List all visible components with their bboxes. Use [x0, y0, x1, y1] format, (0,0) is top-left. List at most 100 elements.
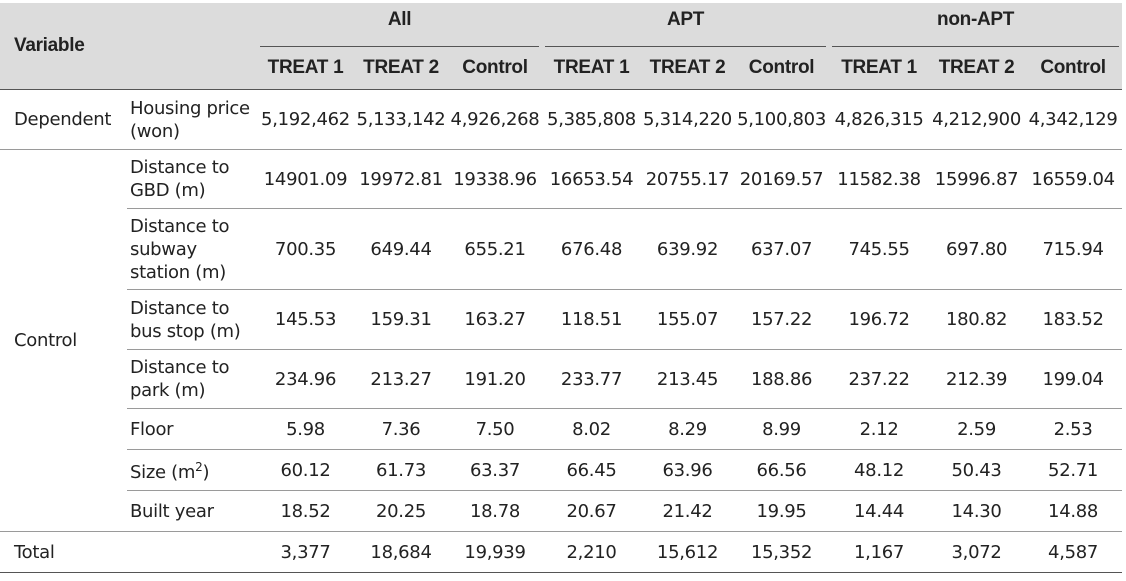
- category-dependent: Dependent: [0, 89, 127, 150]
- cell-value: 196.72: [829, 289, 930, 350]
- cell-value: 14.30: [929, 490, 1025, 532]
- table-row-built-year: Built year 18.52 20.25 18.78 20.67 21.42…: [0, 490, 1123, 532]
- cell-value: 66.45: [542, 449, 642, 491]
- cell-value: 237.22: [829, 349, 930, 409]
- cell-value: 700.35: [257, 208, 355, 290]
- cell-value: 8.29: [641, 408, 735, 450]
- cell-value: 19.95: [734, 490, 830, 532]
- cell-value: 61.73: [354, 449, 449, 491]
- subcol-header: TREAT 2: [354, 47, 449, 90]
- cell-value: 4,826,315: [829, 89, 930, 150]
- cell-value: 14.88: [1024, 490, 1123, 532]
- cell-value: 118.51: [542, 289, 642, 350]
- variable-name-distance-bus: Distance to bus stop (m): [127, 289, 258, 350]
- cell-value: 655.21: [448, 208, 543, 290]
- cell-value: 180.82: [929, 289, 1025, 350]
- table-row-housing-price: Dependent Housing price (won) 5,192,462 5…: [0, 89, 1123, 150]
- subcol-header: Control: [1024, 47, 1123, 90]
- subcol-header: TREAT 1: [829, 47, 930, 90]
- cell-value: 183.52: [1024, 289, 1123, 350]
- group-header-all: All: [257, 3, 543, 47]
- cell-value: 212.39: [929, 349, 1025, 409]
- cell-value: 18.78: [448, 490, 543, 532]
- cell-value: 637.07: [734, 208, 830, 290]
- cell-value: 21.42: [641, 490, 735, 532]
- group-header-apt: APT: [542, 3, 830, 47]
- cell-value: 8.02: [542, 408, 642, 450]
- subcol-header: TREAT 1: [257, 47, 355, 90]
- cell-value: 5,133,142: [354, 89, 449, 150]
- cell-value: 233.77: [542, 349, 642, 409]
- cell-value: 2.53: [1024, 408, 1123, 450]
- table-row-floor: Floor 5.98 7.36 7.50 8.02 8.29 8.99 2.12…: [0, 408, 1123, 450]
- cell-value: 14901.09: [257, 149, 355, 209]
- cell-value: 11582.38: [829, 149, 930, 209]
- variable-name-built-year: Built year: [127, 490, 258, 532]
- cell-value: 5,314,220: [641, 89, 735, 150]
- cell-value: 5,100,803: [734, 89, 830, 150]
- cell-value: 16559.04: [1024, 149, 1123, 209]
- variable-name-distance-park: Distance to park (m): [127, 349, 258, 409]
- subcol-header: Control: [734, 47, 830, 90]
- cell-value: 639.92: [641, 208, 735, 290]
- cell-value: 5.98: [257, 408, 355, 450]
- cell-value: 66.56: [734, 449, 830, 491]
- cell-value: 676.48: [542, 208, 642, 290]
- header-row-groups: Variable All APT non-APT: [0, 3, 1123, 90]
- cell-value: 20169.57: [734, 149, 830, 209]
- cell-value: 63.96: [641, 449, 735, 491]
- cell-value: 1,167: [829, 531, 930, 573]
- table-row-total: Total 3,377 18,684 19,939 2,210 15,612 1…: [0, 531, 1123, 573]
- cell-value: 199.04: [1024, 349, 1123, 409]
- cell-value: 649.44: [354, 208, 449, 290]
- variable-name-housing-price: Housing price (won): [127, 89, 258, 150]
- cell-value: 50.43: [929, 449, 1025, 491]
- cell-value: 155.07: [641, 289, 735, 350]
- cell-value: 60.12: [257, 449, 355, 491]
- cell-value: 3,072: [929, 531, 1025, 573]
- cell-value: 157.22: [734, 289, 830, 350]
- subcol-header: TREAT 2: [641, 47, 735, 90]
- cell-value: 18.52: [257, 490, 355, 532]
- cell-value: 3,377: [257, 531, 355, 573]
- statistics-table: Variable All APT non-APT TREAT 1 TREAT 2…: [0, 3, 1123, 573]
- cell-value: 18,684: [354, 531, 449, 573]
- cell-value: 15996.87: [929, 149, 1025, 209]
- cell-value: 163.27: [448, 289, 543, 350]
- cell-value: 697.80: [929, 208, 1025, 290]
- cell-value: 7.36: [354, 408, 449, 450]
- cell-value: 4,342,129: [1024, 89, 1123, 150]
- cell-value: 5,192,462: [257, 89, 355, 150]
- cell-value: 213.45: [641, 349, 735, 409]
- cell-value: 4,212,900: [929, 89, 1025, 150]
- cell-value: 191.20: [448, 349, 543, 409]
- variable-header: Variable: [0, 3, 258, 90]
- cell-value: 20.67: [542, 490, 642, 532]
- cell-value: 145.53: [257, 289, 355, 350]
- cell-value: 159.31: [354, 289, 449, 350]
- header-row-subcolumns: TREAT 1 TREAT 2 Control TREAT 1 TREAT 2 …: [0, 47, 1123, 90]
- cell-value: 19972.81: [354, 149, 449, 209]
- cell-value: 16653.54: [542, 149, 642, 209]
- table-row-size: Size (m2) 60.12 61.73 63.37 66.45 63.96 …: [0, 449, 1123, 491]
- cell-value: 8.99: [734, 408, 830, 450]
- cell-value: 15,612: [641, 531, 735, 573]
- cell-value: 19,939: [448, 531, 543, 573]
- table-row-distance-gbd: Control Distance to GBD (m) 14901.09 1997…: [0, 149, 1123, 532]
- cell-value: 4,587: [1024, 531, 1123, 573]
- cell-value: 5,385,808: [542, 89, 642, 150]
- table-row-distance-bus: Distance to bus stop (m) 145.53 159.31 16…: [0, 289, 1123, 350]
- subcol-header: TREAT 2: [929, 47, 1025, 90]
- category-control: Control: [0, 149, 127, 532]
- table-row-distance-park: Distance to park (m) 234.96 213.27 191.20…: [0, 349, 1123, 409]
- group-header-non-apt: non-APT: [829, 3, 1123, 47]
- variable-name-distance-subway: Distance to subway station (m): [127, 208, 258, 290]
- variable-name-floor: Floor: [127, 408, 258, 450]
- subcol-header: Control: [448, 47, 543, 90]
- variable-name-size: Size (m2): [127, 449, 258, 491]
- category-total: Total: [0, 531, 127, 573]
- cell-value: 63.37: [448, 449, 543, 491]
- cell-value: 2.12: [829, 408, 930, 450]
- variable-name-empty: [127, 531, 258, 573]
- cell-value: 48.12: [829, 449, 930, 491]
